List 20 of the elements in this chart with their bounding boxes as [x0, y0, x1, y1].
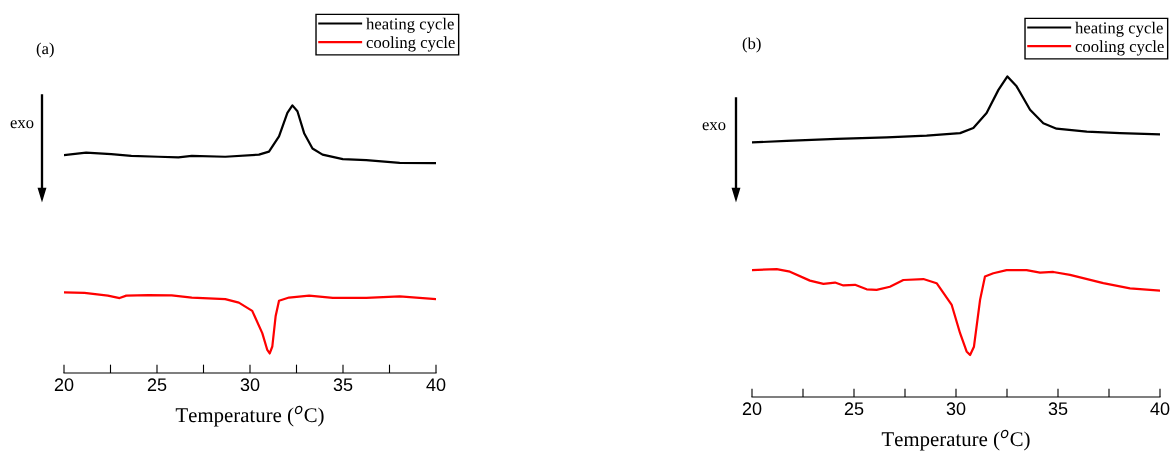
x-tick-label: 35: [1048, 402, 1068, 416]
x-tick-label: 25: [147, 378, 167, 392]
legend-label: cooling cycle: [1075, 40, 1164, 56]
chart-title: (a): [36, 42, 54, 58]
legend-label: cooling cycle: [366, 36, 455, 52]
text: exo: [10, 120, 34, 129]
x-tick-label: 20: [742, 402, 762, 416]
legend-label: heating cycle: [1075, 21, 1163, 37]
x-tick-label: 40: [426, 378, 446, 392]
x-tick-label: 40: [1150, 402, 1170, 416]
x-tick-label: 20: [54, 378, 74, 392]
x-axis-title: Temperature ($^{o}$C): [881, 429, 1030, 451]
legend-label: heating cycle: [366, 17, 454, 33]
chart-title: (b): [742, 37, 761, 53]
x-tick-label: 30: [240, 378, 260, 392]
text: exo: [702, 122, 726, 131]
x-tick-label: 35: [333, 378, 353, 392]
x-tick-label: 30: [946, 402, 966, 416]
x-axis-title: Temperature ($^{o}$C): [175, 405, 324, 427]
x-tick-label: 25: [844, 402, 864, 416]
